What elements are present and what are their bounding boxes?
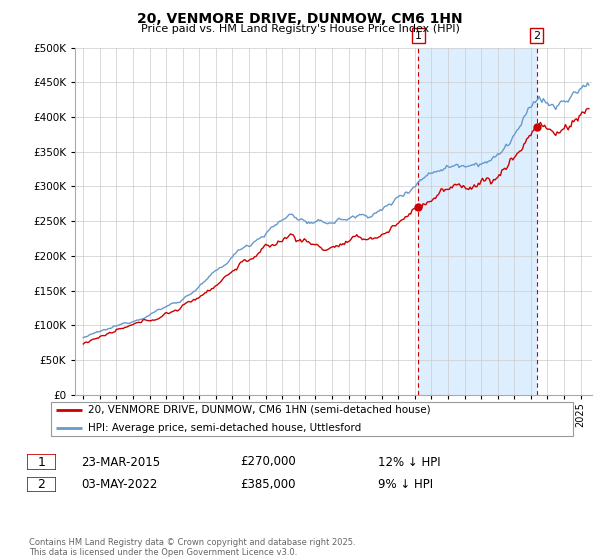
Text: Contains HM Land Registry data © Crown copyright and database right 2025.
This d: Contains HM Land Registry data © Crown c… [29,538,355,557]
Text: 03-MAY-2022: 03-MAY-2022 [81,478,157,491]
Text: 20, VENMORE DRIVE, DUNMOW, CM6 1HN (semi-detached house): 20, VENMORE DRIVE, DUNMOW, CM6 1HN (semi… [88,405,430,415]
Text: 1: 1 [37,455,46,469]
Text: 9% ↓ HPI: 9% ↓ HPI [378,478,433,491]
Text: 20, VENMORE DRIVE, DUNMOW, CM6 1HN: 20, VENMORE DRIVE, DUNMOW, CM6 1HN [137,12,463,26]
FancyBboxPatch shape [50,402,574,436]
Text: 23-MAR-2015: 23-MAR-2015 [81,455,160,469]
FancyBboxPatch shape [27,454,56,470]
Text: £270,000: £270,000 [240,455,296,469]
Text: HPI: Average price, semi-detached house, Uttlesford: HPI: Average price, semi-detached house,… [88,423,361,433]
Text: 12% ↓ HPI: 12% ↓ HPI [378,455,440,469]
Text: 2: 2 [37,478,46,491]
Text: 1: 1 [415,31,422,41]
Text: Price paid vs. HM Land Registry's House Price Index (HPI): Price paid vs. HM Land Registry's House … [140,24,460,34]
Text: £385,000: £385,000 [240,478,296,491]
Bar [418,48,536,395]
FancyBboxPatch shape [27,477,56,492]
Text: 2: 2 [533,31,540,41]
